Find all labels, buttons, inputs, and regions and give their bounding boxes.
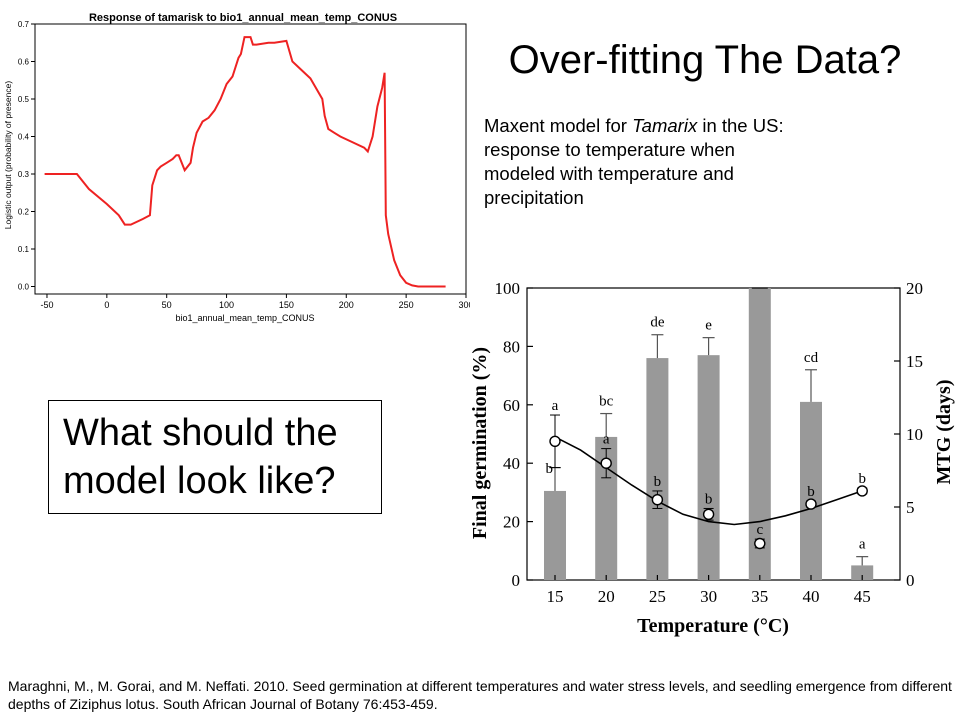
chart2-y2-tick-label: 5 bbox=[906, 498, 915, 517]
chart1-x-axis-label: bio1_annual_mean_temp_CONUS bbox=[175, 313, 314, 323]
chart1-x-tick-label: 200 bbox=[339, 300, 354, 310]
chart2-y2-tick-label: 10 bbox=[906, 425, 923, 444]
mtg-point-45 bbox=[856, 485, 868, 497]
mtg-point-15 bbox=[549, 435, 561, 448]
chart1-y-tick-label: 0.5 bbox=[18, 95, 30, 104]
mtg-point-20 bbox=[600, 457, 612, 469]
bar-30 bbox=[697, 355, 720, 580]
chart1-title: Response of tamarisk to bio1_annual_mean… bbox=[89, 12, 397, 24]
chart-description: Maxent model for Tamarix in the US: resp… bbox=[484, 114, 804, 210]
chart2-x-tick-label: 15 bbox=[547, 587, 564, 606]
chart2-y-tick-label: 100 bbox=[495, 280, 521, 298]
bar-letter-45: a bbox=[859, 537, 866, 553]
bar-45 bbox=[851, 565, 874, 580]
chart1-y-tick-label: 0.1 bbox=[18, 245, 30, 254]
chart1-y-tick-label: 0.3 bbox=[18, 170, 30, 179]
citation: Maraghni, M., M. Gorai, and M. Neffati. … bbox=[8, 678, 952, 712]
chart2-x-tick-label: 25 bbox=[649, 587, 666, 606]
chart2-y-tick-label: 40 bbox=[503, 454, 520, 473]
chart2-y-tick-label: 0 bbox=[512, 571, 521, 590]
bar-25 bbox=[646, 358, 669, 580]
chart2-x-tick-label: 30 bbox=[700, 587, 717, 606]
chart2-x-tick-label: 20 bbox=[598, 587, 615, 606]
chart2-y2-axis-label: MTG (days) bbox=[933, 380, 955, 485]
chart2-y-tick-label: 60 bbox=[503, 396, 520, 415]
description-species: Tamarix bbox=[632, 115, 698, 136]
chart2-y2-tick-label: 20 bbox=[906, 280, 923, 298]
mtg-point-40 bbox=[805, 498, 817, 510]
chart2-y2-tick-label: 15 bbox=[906, 352, 923, 371]
chart2-x-axis-label: Temperature (°C) bbox=[637, 615, 789, 637]
chart2-x-tick-label: 35 bbox=[751, 587, 768, 606]
bar-40 bbox=[800, 401, 822, 580]
question-box: What should the model look like? bbox=[48, 400, 382, 514]
mtg-letter-35: c bbox=[756, 522, 763, 538]
chart2-x-tick-label: 40 bbox=[803, 587, 820, 606]
chart1-x-tick-label: 150 bbox=[279, 300, 294, 310]
mtg-letter-40: b bbox=[807, 484, 815, 500]
mtg-letter-45: b bbox=[858, 471, 866, 487]
mtg-point-25 bbox=[651, 493, 664, 506]
chart1-y-tick-label: 0.0 bbox=[18, 283, 30, 292]
chart1-response-line bbox=[44, 36, 446, 288]
chart1-y-axis-label: Logistic output (probability of presence… bbox=[3, 81, 13, 230]
slide-title: Over-fitting The Data? bbox=[508, 38, 902, 82]
bar-letter-25: de bbox=[650, 315, 665, 331]
chart1-x-tick-label: 100 bbox=[219, 300, 234, 310]
chart2-ticks: 0 20 40 60 80 100 0 5 10 15 20 15 20 25 30 35 40 45 bbox=[495, 280, 924, 606]
chart2-mtg-points: a a b b c b b bbox=[549, 398, 868, 550]
mtg-letter-30: b bbox=[705, 491, 713, 507]
mtg-letter-20: a bbox=[603, 432, 610, 448]
mtg-point-35 bbox=[754, 537, 766, 550]
bar-35 bbox=[748, 288, 771, 580]
bar-letter-15: b bbox=[546, 461, 554, 477]
mtg-letter-15: a bbox=[552, 398, 559, 414]
chart1-y-tick-label: 0.4 bbox=[18, 133, 30, 142]
chart1-x-tick-label: 300 bbox=[458, 300, 470, 310]
chart2-y2-tick-label: 0 bbox=[906, 571, 915, 590]
bar-15 bbox=[544, 490, 566, 580]
mtg-letter-25: b bbox=[654, 474, 662, 490]
chart1-ticks: -50 0 50 100 150 200 250 300 0.0 0.1 0.2 0.3 0.4 0.5 0… bbox=[18, 20, 470, 310]
chart1-y-tick-label: 0.7 bbox=[18, 20, 30, 29]
chart1-y-tick-label: 0.2 bbox=[18, 208, 30, 217]
chart2-y-tick-label: 20 bbox=[503, 513, 520, 532]
chart1-x-tick-label: 0 bbox=[104, 300, 109, 310]
chart2-x-tick-label: 45 bbox=[854, 587, 871, 606]
chart2-y-tick-label: 80 bbox=[503, 337, 520, 356]
response-curve-chart: Response of tamarisk to bio1_annual_mean… bbox=[3, 12, 470, 323]
question-line-2: model look like? bbox=[63, 460, 336, 502]
bar-20 bbox=[595, 436, 618, 580]
description-prefix: Maxent model for bbox=[484, 115, 633, 136]
bar-letter-20: bc bbox=[599, 394, 614, 410]
chart1-x-tick-label: -50 bbox=[40, 300, 53, 310]
mtg-point-30 bbox=[702, 508, 715, 521]
chart2-bars: bbcdeefcda bbox=[544, 280, 874, 580]
chart2-y-axis-label: Final germination (%) bbox=[469, 347, 491, 539]
question-line-1: What should the bbox=[63, 412, 338, 454]
bar-letter-30: e bbox=[705, 318, 712, 334]
chart1-x-tick-label: 50 bbox=[162, 300, 172, 310]
bar-letter-40: cd bbox=[804, 350, 819, 366]
description-suffix: in the US: response to temperature when … bbox=[484, 115, 784, 208]
chart1-x-tick-label: 250 bbox=[399, 300, 414, 310]
chart1-y-tick-label: 0.6 bbox=[18, 58, 30, 67]
chart1-plot-frame bbox=[34, 23, 467, 295]
bar-letter-35: f bbox=[757, 280, 762, 284]
